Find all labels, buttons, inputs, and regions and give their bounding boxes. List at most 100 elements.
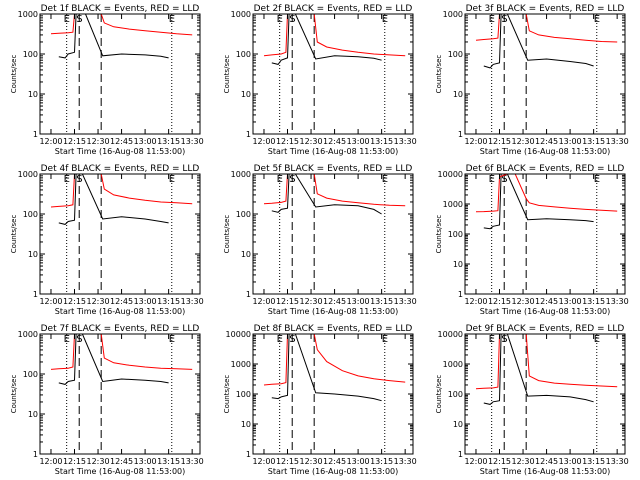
panel-title: Det 4f BLACK = Events, RED = LLD	[41, 164, 200, 174]
panel-title: Det 7f BLACK = Events, RED = LLD	[41, 324, 200, 334]
panel-title: Det 9f BLACK = Events, RED = LLD	[466, 324, 625, 334]
x-tick-label: 13:30	[181, 457, 204, 466]
marker-label: E	[594, 174, 600, 185]
marker-label: E	[64, 334, 70, 345]
marker-label: S	[76, 334, 82, 345]
y-tick-label: 1000	[443, 360, 463, 369]
marker-label: E	[277, 174, 283, 185]
marker-label: E	[594, 334, 600, 345]
y-tick-label: 1000	[443, 200, 463, 209]
x-tick-label: 13:00	[134, 457, 157, 466]
marker-label: E	[64, 174, 70, 185]
y-tick-label: 10	[241, 420, 251, 429]
lld-series-line	[50, 14, 193, 36]
x-tick-label: 12:15	[488, 137, 511, 146]
x-tick-label: 13:15	[157, 457, 180, 466]
x-tick-label: 13:15	[582, 297, 605, 306]
x-tick-label: 13:30	[394, 137, 417, 146]
marker-label: S	[501, 174, 507, 185]
plot-frame	[464, 13, 626, 135]
x-tick-label: 12:15	[488, 457, 511, 466]
x-tick-label: 12:30	[87, 297, 110, 306]
y-tick-label: 10	[453, 90, 463, 99]
x-tick-label: 12:00	[39, 137, 62, 146]
lld-series-line	[475, 14, 618, 43]
x-tick-label: 13:00	[347, 297, 370, 306]
marker-label: E	[64, 14, 70, 25]
y-tick-label: 1000	[18, 170, 38, 179]
y-tick-label: 100	[236, 210, 251, 219]
x-tick-label: 12:30	[512, 457, 535, 466]
x-axis-title: Start Time (16-Aug-08 11:53:00)	[55, 307, 186, 316]
x-tick-label: 12:45	[110, 137, 133, 146]
panel-title: Det 1f BLACK = Events, RED = LLD	[41, 4, 200, 14]
y-tick-label: 100	[236, 50, 251, 59]
y-tick-label: 1	[246, 450, 251, 459]
marker-label: E	[382, 14, 388, 25]
y-tick-label: 1000	[231, 10, 251, 19]
events-series-line	[58, 14, 169, 59]
y-tick-label: 10	[241, 90, 251, 99]
y-tick-label: 100	[23, 210, 38, 219]
x-axis-title: Start Time (16-Aug-08 11:53:00)	[268, 467, 399, 476]
marker-label: E	[277, 334, 283, 345]
y-tick-label: 1000	[443, 10, 463, 19]
marker-label: S	[289, 174, 295, 185]
y-tick-label: 100	[236, 390, 251, 399]
x-tick-label: 12:45	[323, 137, 346, 146]
x-axis-title: Start Time (16-Aug-08 11:53:00)	[268, 147, 399, 156]
x-tick-label: 13:15	[370, 137, 393, 146]
plot-frame	[39, 173, 201, 295]
y-tick-label: 100	[23, 370, 38, 379]
x-tick-label: 12:45	[110, 457, 133, 466]
marker-label: E	[169, 334, 175, 345]
x-tick-label: 13:00	[134, 137, 157, 146]
lld-series-line	[263, 334, 406, 386]
y-tick-label: 1000	[18, 10, 38, 19]
plot-frame	[464, 333, 626, 455]
y-axis-title: Counts/sec	[223, 55, 231, 94]
lld-series-line	[50, 334, 193, 370]
panel-title: Det 3f BLACK = Events, RED = LLD	[466, 4, 625, 14]
x-tick-label: 13:00	[559, 137, 582, 146]
lld-series-line	[50, 174, 193, 208]
marker-label: S	[289, 334, 295, 345]
x-tick-label: 12:00	[252, 297, 275, 306]
x-tick-label: 13:15	[370, 457, 393, 466]
x-axis-title: Start Time (16-Aug-08 11:53:00)	[55, 147, 186, 156]
marker-label: E	[489, 174, 495, 185]
x-tick-label: 12:30	[87, 137, 110, 146]
x-tick-label: 12:30	[512, 137, 535, 146]
marker-label: E	[169, 174, 175, 185]
y-axis-title: Counts/sec	[223, 375, 231, 414]
x-tick-label: 12:30	[87, 457, 110, 466]
x-tick-label: 13:15	[582, 457, 605, 466]
y-tick-label: 10	[453, 420, 463, 429]
y-tick-label: 10	[28, 410, 38, 419]
events-series-line	[271, 14, 382, 65]
x-tick-label: 13:30	[606, 137, 629, 146]
x-axis-title: Start Time (16-Aug-08 11:53:00)	[480, 307, 611, 316]
y-tick-label: 10000	[438, 330, 463, 339]
x-tick-label: 13:30	[606, 457, 629, 466]
x-axis-title: Start Time (16-Aug-08 11:53:00)	[480, 147, 611, 156]
y-tick-label: 1	[33, 290, 38, 299]
marker-label: E	[594, 14, 600, 25]
x-tick-label: 12:00	[252, 137, 275, 146]
x-tick-label: 12:15	[488, 297, 511, 306]
x-tick-label: 12:15	[276, 137, 299, 146]
y-tick-label: 10	[28, 90, 38, 99]
y-axis-title: Counts/sec	[10, 215, 18, 254]
y-tick-label: 1000	[18, 330, 38, 339]
x-tick-label: 13:30	[394, 457, 417, 466]
x-tick-label: 13:15	[157, 297, 180, 306]
x-tick-label: 13:30	[606, 297, 629, 306]
y-axis-title: Counts/sec	[435, 55, 443, 94]
y-tick-label: 10	[28, 250, 38, 259]
x-tick-label: 12:30	[512, 297, 535, 306]
